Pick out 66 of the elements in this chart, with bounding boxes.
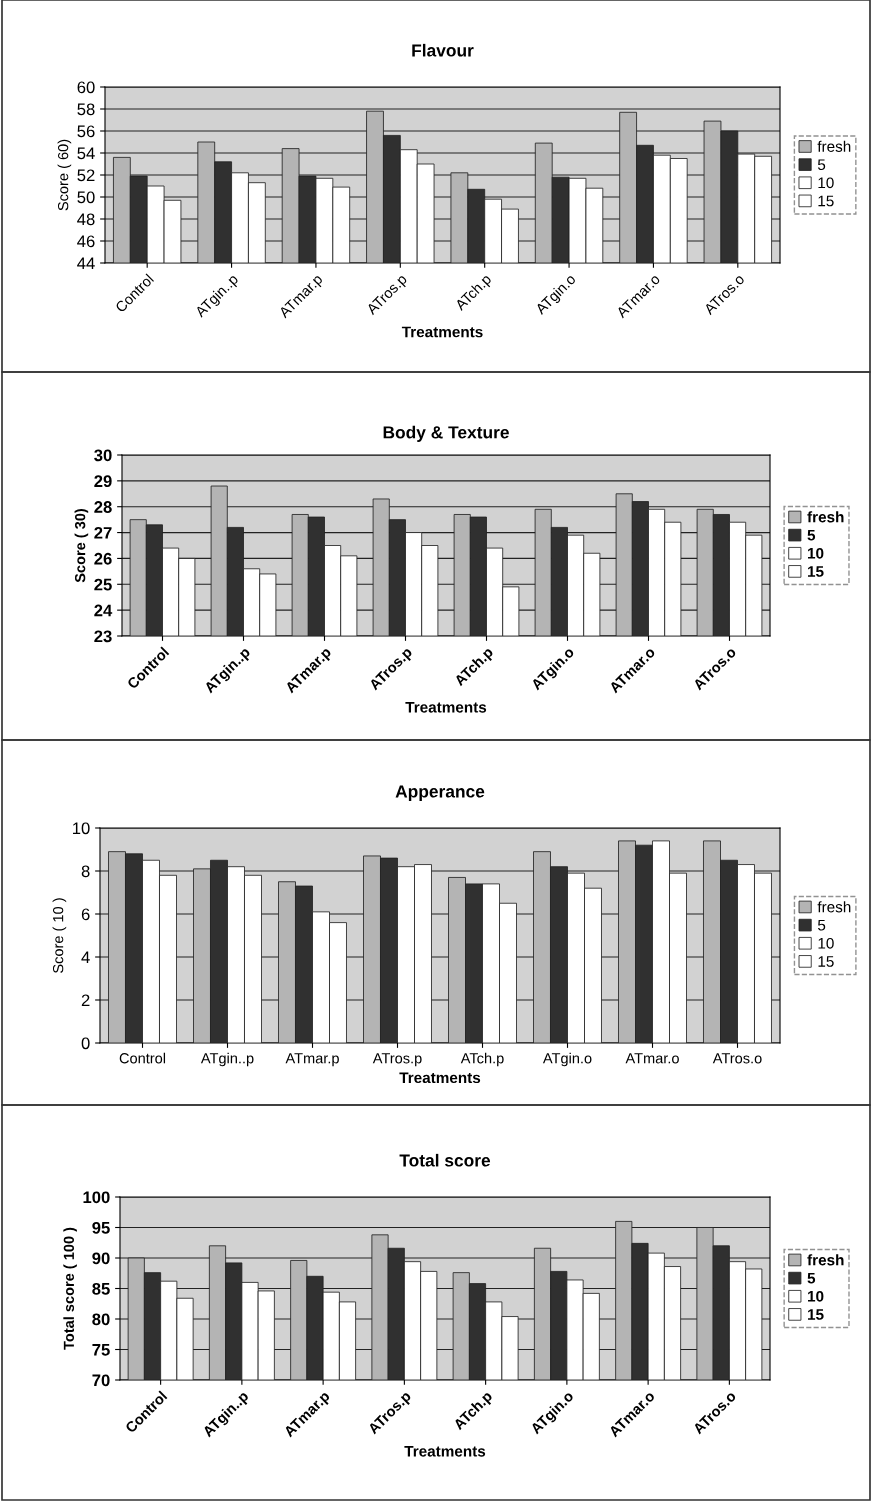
y-tick-label: 0	[81, 1037, 90, 1050]
chart-title: Body & Texture	[383, 425, 509, 442]
chart-title: Total score	[399, 1153, 491, 1167]
x-tick-label: ATch.p	[460, 1052, 504, 1067]
y-tick-label: 48	[77, 213, 95, 226]
legend-label: 15	[808, 566, 824, 577]
legend-label: 15	[808, 1309, 824, 1320]
x-tick-label: Control	[119, 1052, 166, 1064]
y-tick-label: 4	[81, 951, 90, 964]
y-tick-label: 2	[81, 994, 90, 1007]
legend-label: 5	[807, 529, 816, 541]
y-tick-label: 52	[77, 169, 95, 182]
legend-label: 10	[808, 1290, 824, 1302]
y-axis-title: Score ( 30)	[74, 508, 89, 583]
x-axis-title: Treatments	[405, 701, 487, 713]
x-tick-label: ATros.o	[712, 1053, 762, 1064]
legend-label: 5	[807, 1272, 816, 1284]
chart-title: Flavour	[412, 43, 474, 57]
y-axis-title: Total score ( 100 )	[63, 1227, 77, 1350]
x-tick-label: ATros.p	[372, 1053, 422, 1067]
y-tick-label: 56	[77, 125, 95, 138]
legend-label: 5	[817, 159, 826, 171]
y-tick-label: 29	[94, 475, 112, 488]
y-tick-label: 75	[92, 1344, 110, 1356]
y-tick-label: 54	[77, 147, 95, 160]
y-tick-label: 10	[73, 822, 90, 835]
y-tick-label: 27	[94, 526, 112, 539]
y-tick-label: 30	[94, 449, 112, 462]
y-tick-label: 46	[77, 235, 95, 248]
x-tick-label: ATmar.o	[625, 1053, 679, 1064]
x-axis-title: Treatments	[401, 326, 483, 338]
y-tick-label: 8	[81, 865, 90, 878]
legend-label: 5	[817, 919, 826, 931]
y-tick-label: 70	[92, 1374, 110, 1387]
legend-label: fresh	[817, 901, 851, 913]
chart-title: Apperance	[395, 785, 485, 802]
y-tick-label: 80	[92, 1313, 110, 1326]
legend-label: 10	[808, 547, 824, 559]
y-axis-title: Score ( 10 )	[52, 898, 67, 973]
y-tick-label: 6	[81, 908, 90, 921]
y-tick-label: 25	[94, 578, 112, 591]
y-tick-label: 95	[92, 1221, 110, 1234]
y-tick-label: 50	[77, 191, 95, 204]
y-tick-label: 60	[77, 81, 95, 94]
x-tick-label: ATgin.o	[542, 1052, 592, 1067]
x-axis-title: Treatments	[399, 1072, 481, 1084]
y-tick-label: 44	[77, 257, 95, 270]
legend-label: fresh	[817, 140, 851, 152]
legend-label: 15	[818, 195, 834, 207]
y-tick-label: 28	[94, 501, 112, 513]
y-tick-label: 24	[94, 604, 113, 617]
legend-label: 10	[818, 937, 834, 949]
x-tick-label: ATgin..p	[200, 1052, 254, 1067]
y-tick-label: 58	[77, 103, 95, 116]
x-tick-label: ATmar.p	[285, 1053, 339, 1067]
y-tick-label: 100	[83, 1191, 110, 1204]
legend-label: fresh	[807, 511, 844, 523]
legend-label: fresh	[807, 1254, 844, 1266]
y-axis-title: Score ( 60)	[57, 139, 72, 211]
y-tick-label: 26	[94, 552, 112, 565]
legend-label: 10	[818, 177, 834, 189]
y-tick-label: 90	[92, 1252, 110, 1265]
legend-label: 15	[818, 956, 834, 967]
y-tick-label: 23	[94, 630, 112, 643]
y-tick-label: 85	[92, 1282, 110, 1295]
x-axis-title: Treatments	[404, 1445, 486, 1457]
